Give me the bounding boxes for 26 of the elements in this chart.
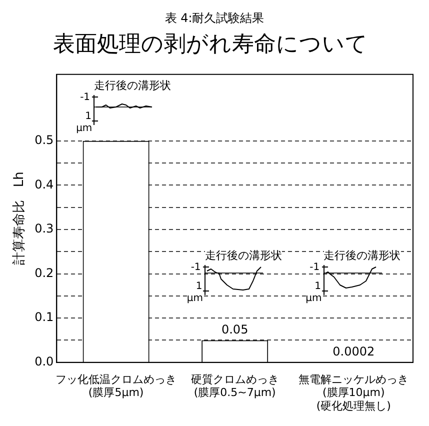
annotation: 走行後の溝形状 (204, 249, 282, 262)
y-tick-label: 0.4 (34, 177, 54, 192)
annotation: 1 (85, 111, 92, 122)
data-label: 0.05 (221, 322, 248, 336)
chart-title: 表面処理の剥がれ寿命について (53, 32, 368, 57)
y-tick-label: 0.0 (34, 354, 54, 369)
annotation: -1 (190, 262, 201, 274)
annotation: μm (76, 123, 92, 134)
annotation: μm (186, 293, 203, 304)
data-label: 0.0002 (332, 344, 375, 358)
x-tick-label: フッ化低温クロムめっき (膜厚5μm) (56, 372, 177, 400)
x-tick-label: 硬質クロムめっき (膜厚0.5~7μm) (190, 372, 279, 400)
annotation: 1 (196, 281, 202, 292)
annotation: μm (306, 293, 322, 304)
y-tick-label: 0.5 (34, 132, 54, 147)
y-tick-label: 0.2 (34, 266, 54, 280)
annotation: -1 (310, 262, 320, 274)
y-axis-title: 計算寿命比 Lh (12, 172, 28, 266)
y-tick-label: 0.3 (34, 222, 54, 236)
x-tick-label: 無電解ニッケルめっき (膜厚10μm) (硬化処理無し) (298, 372, 409, 412)
text: 表 4:耐久試験結果 (164, 10, 266, 27)
y-tick-label: 0.1 (34, 310, 54, 324)
annotation: 1 (314, 281, 321, 292)
annotation: 走行後の溝形状 (324, 249, 401, 262)
annotation: 走行後の溝形状 (94, 79, 172, 92)
annotation: -1 (80, 92, 90, 104)
